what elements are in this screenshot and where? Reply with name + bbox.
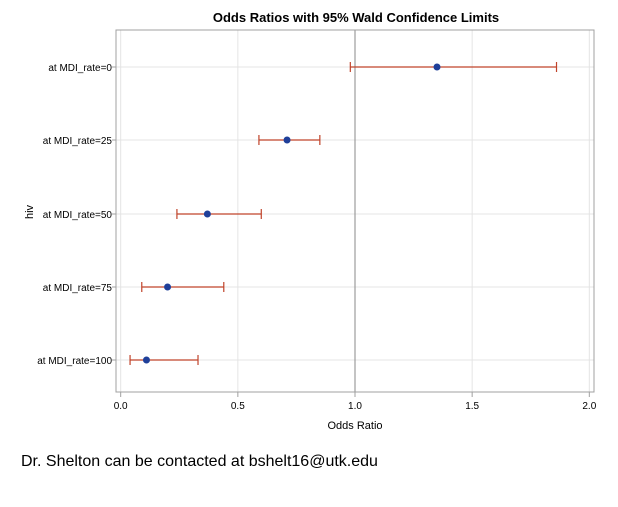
y-axis-label: hiv: [24, 204, 36, 219]
x-axis-label: Odds Ratio: [327, 420, 382, 432]
y-tick-label-1: at MDI_rate=25: [43, 136, 113, 147]
x-tick-label-4: 2.0: [582, 401, 596, 412]
contact-note: Dr. Shelton can be contacted at bshelt16…: [21, 453, 378, 470]
x-ticks: 0.0 0.5 1.0 1.5 2.0: [114, 392, 597, 412]
x-tick-label-3: 1.5: [465, 401, 479, 412]
y-tick-label-0: at MDI_rate=0: [48, 63, 112, 74]
y-tick-label-3: at MDI_rate=75: [43, 283, 113, 294]
point-estimate-4: [142, 356, 150, 364]
y-tick-label-4: at MDI_rate=100: [37, 356, 112, 367]
chart-title: Odds Ratios with 95% Wald Confidence Lim…: [213, 10, 499, 25]
point-estimate-0: [433, 63, 441, 71]
confidence-intervals: [129, 62, 558, 365]
x-tick-label-2: 1.0: [348, 401, 362, 412]
y-tick-label-2: at MDI_rate=50: [43, 210, 113, 221]
point-estimate-1: [283, 136, 291, 144]
point-estimate-2: [203, 210, 211, 218]
point-estimate-3: [164, 283, 172, 291]
x-tick-label-0: 0.0: [114, 401, 128, 412]
x-tick-label-1: 0.5: [231, 401, 245, 412]
point-estimates: [142, 63, 441, 364]
